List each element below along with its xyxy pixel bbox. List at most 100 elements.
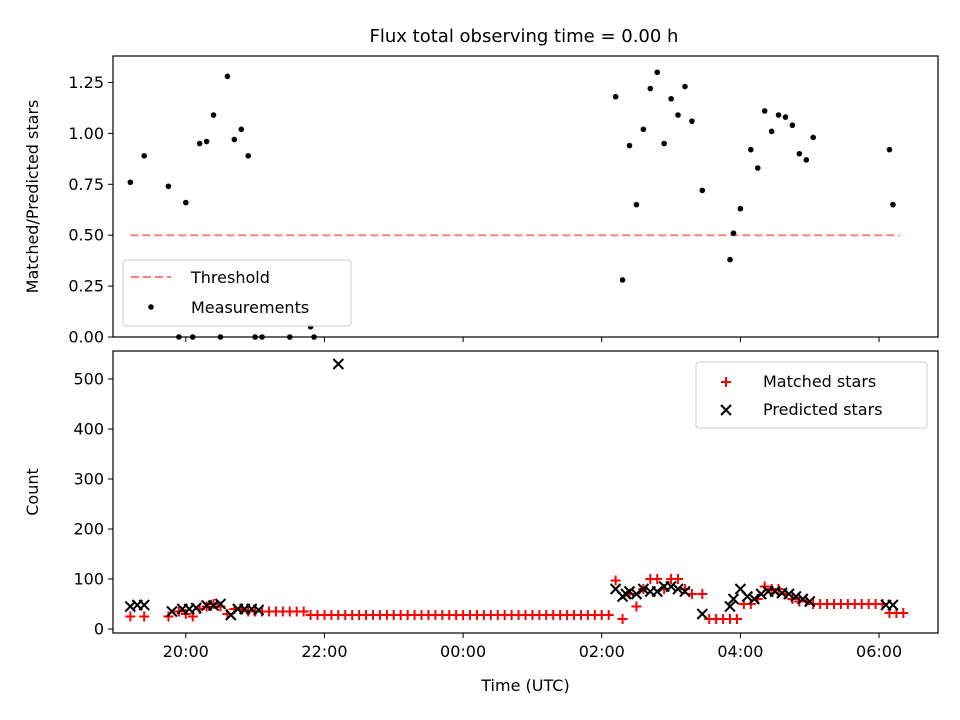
y-tick-label: 200: [73, 520, 104, 539]
matched-star-point: [697, 589, 708, 599]
measurement-point: [789, 122, 796, 129]
measurement-point: [626, 142, 633, 149]
y-tick-label: 1.25: [68, 73, 104, 92]
y-tick-label: 0.50: [68, 226, 104, 245]
measurement-point: [730, 230, 737, 236]
y-tick-label: 0.25: [68, 277, 104, 296]
measurement-point: [699, 187, 706, 194]
matched-star-point: [631, 601, 642, 612]
predicted-star-point: [637, 583, 650, 595]
legend-measurements-label: Measurements: [191, 298, 309, 317]
predicted-star-point: [783, 588, 795, 600]
measurement-point: [682, 83, 688, 90]
matched-star-point: [298, 606, 309, 617]
top-panel: 0.00 0.25 0.50 0.75 1.00 1.25 Matched/Predicte…: [23, 55, 939, 347]
x-tick-label: 04:00: [717, 642, 763, 661]
measurement-point: [141, 152, 147, 159]
bottom-panel: 0 100 200 300 400 500 20:00 22:00 00:00 02:00 04:0…: [23, 350, 939, 695]
x-axis-label: Time (UTC): [480, 676, 569, 695]
chart-title: Flux total observing time = 0.00 h: [370, 26, 679, 47]
predicted-star-point: [190, 602, 202, 614]
measurement-point: [737, 205, 744, 212]
matched-star-point: [139, 611, 150, 622]
x-tick-label: 22:00: [301, 642, 347, 661]
y-axis-label: Count: [23, 468, 42, 516]
y-tick-label: 0: [94, 620, 104, 639]
predicted-star-point: [665, 580, 677, 593]
matched-star-point: [610, 575, 621, 586]
predicted-star-point: [630, 588, 643, 600]
y-tick-label: 1.00: [68, 124, 104, 143]
matched-star-point: [208, 599, 219, 609]
measurement-point: [886, 146, 893, 153]
bottom-panel-axes: 0 100 200 300 400 500 20:00 22:00 00:00 02:00 04:0…: [23, 350, 939, 695]
measurement-point: [165, 183, 172, 190]
measurement-point: [203, 138, 210, 145]
measurement-point: [668, 95, 674, 102]
measurement-point: [775, 112, 782, 118]
measurement-point: [224, 73, 231, 80]
series-1-marks: [127, 69, 896, 340]
legend-threshold-label: Threshold: [190, 268, 270, 287]
predicted-star-point: [166, 605, 178, 618]
predicted-star-point: [790, 590, 802, 603]
y-tick-label: 500: [73, 370, 104, 389]
matched-star-point: [125, 611, 136, 622]
predicted-star-point: [696, 608, 708, 620]
measurement-point: [761, 108, 768, 114]
predicted-star-point: [138, 599, 150, 611]
predicted-star-point: [672, 583, 684, 595]
y-tick-label: 400: [73, 420, 104, 439]
matched-star-point: [652, 574, 663, 584]
plot-frame: [112, 350, 939, 634]
x-tick-label: 20:00: [163, 642, 209, 661]
measurement-point: [748, 146, 754, 153]
predicted-star-point: [755, 588, 767, 600]
measurement-point: [661, 140, 667, 147]
measurement-point: [675, 112, 681, 118]
measurement-point: [640, 126, 647, 133]
predicted-star-point: [727, 593, 740, 605]
measurement-point: [796, 150, 803, 157]
y-tick-label: 300: [73, 470, 104, 489]
predicted-star-point: [679, 585, 691, 598]
measurement-point: [647, 85, 654, 92]
predicted-star-point: [214, 598, 227, 610]
measurement-point: [612, 93, 619, 100]
y-tick-label: 0.00: [68, 328, 104, 347]
top-panel-axes: 0.00 0.25 0.50 0.75 1.00 1.25 Matched/Predicte…: [23, 55, 939, 347]
predicted-star-point: [887, 599, 899, 611]
legend-measurements-swatch: [148, 304, 154, 310]
measurement-point: [210, 112, 217, 118]
predicted-star-point: [741, 590, 754, 603]
x-tick-label: 02:00: [579, 642, 625, 661]
y-tick-label: 0.75: [68, 175, 104, 194]
measurement-point: [245, 152, 251, 159]
legend-predicted-label: Predicted stars: [763, 400, 883, 419]
measurement-point: [182, 199, 189, 206]
predicted-star-point: [804, 595, 816, 608]
matched-star-point: [163, 611, 174, 622]
measurement-point: [619, 277, 626, 283]
matched-star-point: [898, 608, 909, 618]
measurement-point: [127, 179, 134, 186]
measurement-point: [890, 201, 896, 208]
measurement-point: [633, 201, 640, 208]
measurement-point: [782, 114, 789, 120]
matched-star-point: [603, 610, 614, 620]
measurement-point: [654, 69, 661, 76]
legend-matched-label: Matched stars: [763, 372, 876, 391]
measurement-point: [727, 256, 733, 263]
x-tick-label: 00:00: [440, 642, 486, 661]
measurement-point: [803, 157, 810, 163]
measurement-point: [196, 140, 203, 147]
predicted-star-point: [332, 358, 345, 370]
bottom-panel-marks: [124, 358, 909, 624]
matched-star-point: [617, 614, 628, 624]
matched-star-point: [180, 609, 191, 619]
top-panel-marks: [127, 69, 900, 340]
measurement-point: [689, 118, 695, 124]
y-axis-label: Matched/Predicted stars: [23, 100, 42, 294]
series-2-marks: [124, 358, 899, 621]
plot-frame: [112, 55, 939, 338]
